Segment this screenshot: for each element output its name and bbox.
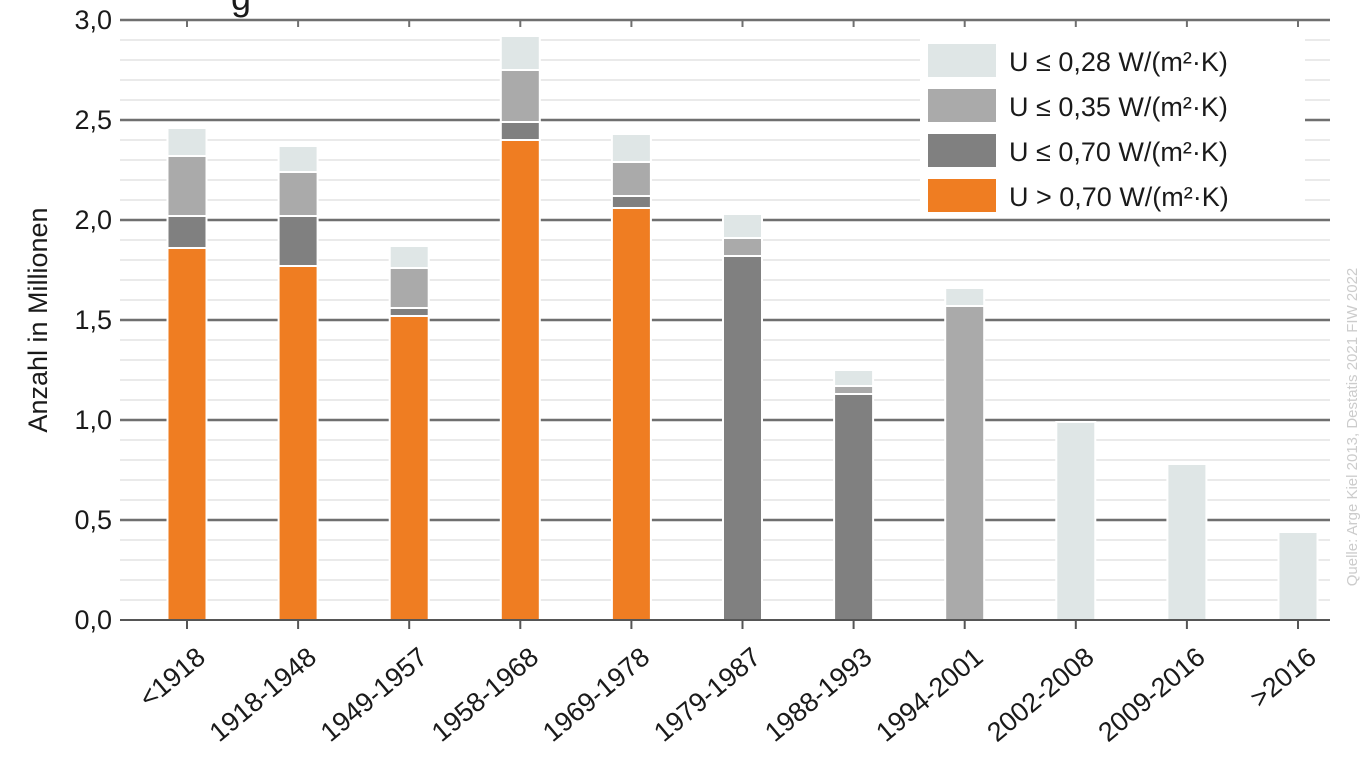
bar-segment	[833, 385, 875, 395]
bar-segment	[166, 155, 208, 217]
bar-segment	[277, 265, 319, 621]
bar-stacks	[166, 35, 1319, 621]
bar-segment	[166, 127, 208, 157]
legend-label: U > 0,70 W/(m²·K)	[1009, 182, 1229, 212]
bar-segment	[944, 287, 986, 307]
bar-segment	[1055, 421, 1097, 621]
bar-segment	[1166, 463, 1208, 621]
legend-label: U ≤ 0,70 W/(m²·K)	[1009, 137, 1228, 167]
y-axis-label: Anzahl in Millionen	[23, 207, 53, 432]
y-tick-label: 3,0	[74, 5, 112, 35]
y-tick-label: 1,0	[74, 405, 112, 435]
bar-segment	[499, 139, 541, 621]
y-tick-labels: 0,0 0,5 1,0 1,5 2,0 2,5 3,0	[74, 5, 112, 635]
bar-segment	[388, 245, 430, 269]
legend-swatch	[928, 134, 996, 167]
axes	[120, 20, 1330, 629]
chart-title: g	[231, 0, 251, 18]
bar-segment	[722, 255, 763, 621]
bar-segment	[388, 267, 430, 309]
x-tick-labels: <19181918-19481949-19571958-19681969-197…	[133, 642, 1321, 748]
bar-segment	[499, 121, 541, 141]
x-tick-label: 1918-1948	[204, 642, 322, 748]
legend-label: U ≤ 0,35 W/(m²·K)	[1009, 92, 1228, 122]
bar-segment	[1277, 531, 1319, 621]
x-tick-label: 1969-1978	[537, 642, 655, 748]
legend: U ≤ 0,28 W/(m²·K) U ≤ 0,35 W/(m²·K) U ≤ 0,…	[920, 38, 1305, 216]
bar-segment	[166, 247, 208, 621]
bar-segment	[833, 393, 875, 621]
y-tick-label: 0,0	[74, 605, 112, 635]
y-tick-label: 2,0	[74, 205, 112, 235]
legend-label: U ≤ 0,28 W/(m²·K)	[1009, 47, 1228, 77]
bar-segment	[833, 369, 875, 387]
bar-segment	[610, 195, 652, 209]
y-tick-label: 1,5	[74, 305, 112, 335]
bar-segment	[722, 213, 763, 239]
bar-segment	[610, 133, 652, 163]
bar-segment	[166, 215, 208, 249]
y-tick-label: 2,5	[74, 105, 112, 135]
x-tick-label: 2002-2008	[981, 642, 1099, 748]
x-tick-label: 1988-1993	[759, 642, 877, 748]
x-tick-label: <1918	[133, 642, 210, 714]
bar-segment	[388, 307, 430, 317]
bar-segment	[277, 171, 319, 217]
x-tick-label: 2009-2016	[1093, 642, 1211, 748]
bar-segment	[610, 207, 652, 621]
bar-segment	[610, 161, 652, 197]
legend-swatch	[928, 89, 996, 122]
x-tick-label: 1979-1987	[648, 642, 766, 748]
bar-segment	[277, 145, 319, 173]
bar-segment	[277, 215, 319, 267]
legend-swatch	[928, 44, 996, 77]
bar-segment	[499, 69, 541, 123]
y-tick-label: 0,5	[74, 505, 112, 535]
bar-segment	[388, 315, 430, 621]
bar-segment	[499, 35, 541, 71]
bar-segment	[722, 237, 763, 257]
x-tick-label: 1958-1968	[426, 642, 544, 748]
legend-swatch	[928, 179, 996, 212]
x-tick-label: 1949-1957	[315, 642, 433, 748]
source-note: Quelle: Arge Kiel 2013, Destatis 2021 FI…	[1344, 268, 1361, 587]
x-tick-label: >2016	[1244, 642, 1321, 714]
bar-segment	[944, 305, 986, 621]
x-tick-label: 1994-2001	[870, 642, 988, 748]
